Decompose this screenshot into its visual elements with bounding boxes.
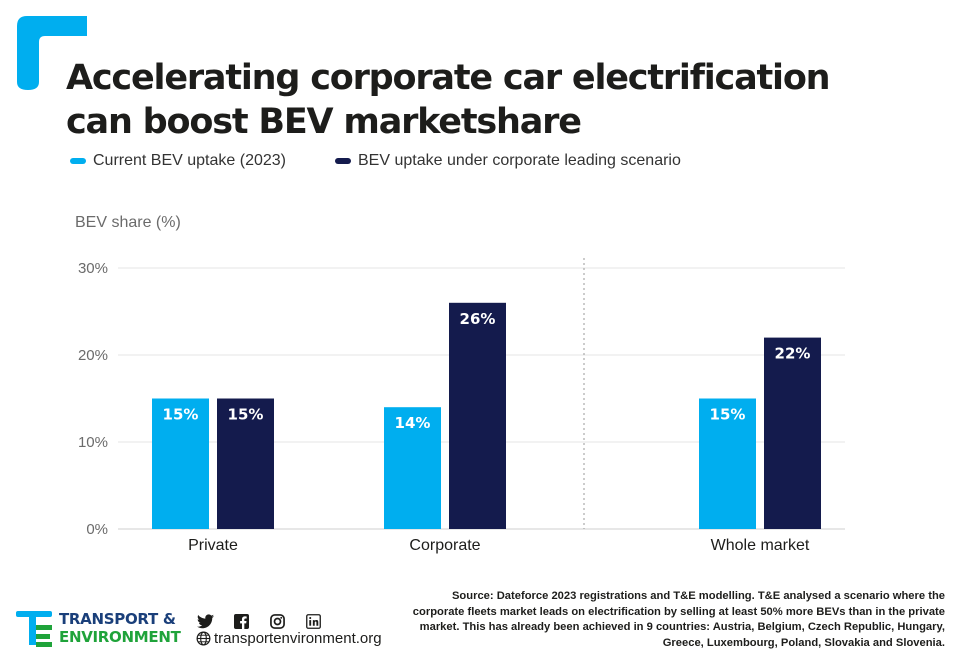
twitter-icon[interactable] [196, 612, 214, 630]
x-tick-label: Corporate [409, 537, 480, 554]
legend-swatch-current [70, 158, 86, 164]
bar-private-series-0 [152, 398, 209, 529]
brand-logo[interactable]: TRANSPORT & ENVIRONMENT [16, 610, 181, 647]
legend-item-current: Current BEV uptake (2023) [70, 150, 286, 172]
website-text: transportenvironment.org [214, 630, 382, 647]
y-tick-label: 30% [78, 260, 108, 277]
bar-private-series-1 [217, 398, 274, 529]
corner-accent [17, 16, 87, 90]
y-tick-label: 20% [78, 347, 108, 364]
facebook-icon[interactable] [232, 612, 250, 630]
bar-corporate-series-1 [449, 302, 506, 529]
data-label: 15% [228, 406, 264, 424]
bar-whole-market-series-0 [699, 398, 756, 529]
legend-label-scenario: BEV uptake under corporate leading scena… [358, 152, 681, 169]
data-label: 14% [395, 414, 431, 432]
legend-label-current: Current BEV uptake (2023) [93, 152, 286, 169]
data-label: 26% [460, 310, 496, 328]
logo-line-1: TRANSPORT & [59, 610, 176, 628]
chart-title: Accelerating corporate car electrificati… [66, 58, 831, 142]
legend-item-scenario: BEV uptake under corporate leading scena… [335, 150, 681, 172]
y-axis-label: BEV share (%) [75, 214, 181, 231]
x-tick-label: Whole market [711, 537, 810, 554]
bar-whole-market-series-1 [764, 337, 821, 529]
logo-mark-icon [16, 611, 52, 647]
bar-chart: 0% 10% 20% 30% 15% 15% Private 14% 26% Corporate 1… [78, 258, 845, 554]
globe-icon [196, 631, 211, 646]
y-tick-label: 0% [86, 521, 108, 538]
y-tick-label: 10% [78, 434, 108, 451]
linkedin-icon[interactable] [304, 612, 322, 630]
logo-line-2: ENVIRONMENT [59, 628, 181, 646]
source-note: Source: Dateforce 2023 registrations and… [412, 590, 945, 649]
instagram-icon[interactable] [268, 612, 286, 630]
legend-swatch-scenario [335, 158, 351, 164]
data-label: 15% [710, 406, 746, 424]
data-label: 22% [775, 345, 811, 363]
x-tick-label: Private [188, 537, 238, 554]
data-label: 15% [163, 406, 199, 424]
website-link[interactable]: transportenvironment.org [196, 630, 382, 647]
bar-corporate-series-0 [384, 407, 441, 529]
